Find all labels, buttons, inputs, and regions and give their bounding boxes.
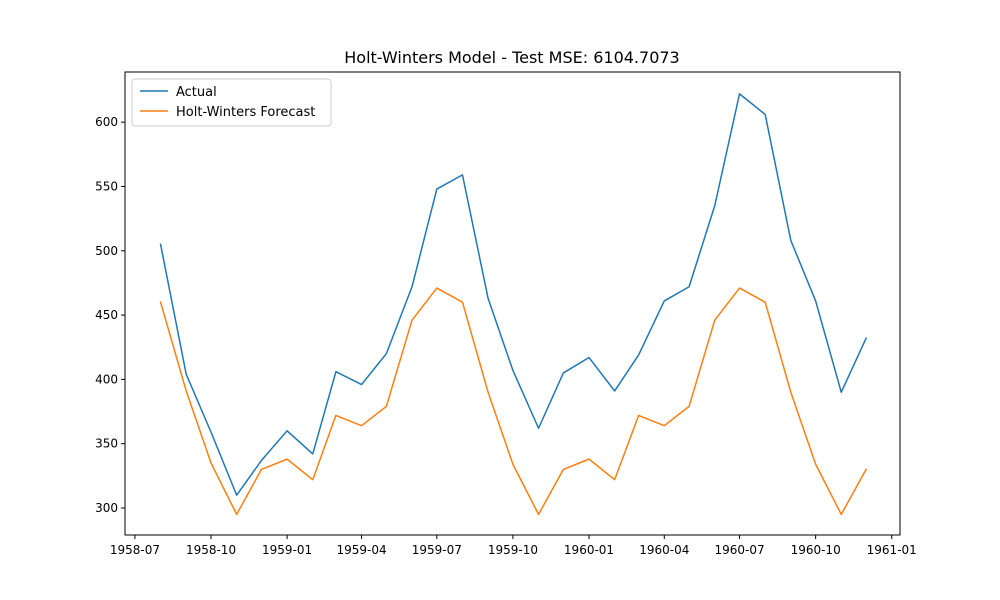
x-tick-label: 1958-10	[186, 543, 236, 557]
plot-frame	[124, 71, 901, 536]
x-tick-label: 1960-10	[791, 543, 841, 557]
y-tick-label: 300	[95, 501, 118, 515]
x-tick-label: 1960-04	[639, 543, 689, 557]
x-tick-label: 1959-07	[412, 543, 462, 557]
y-tick-label: 450	[95, 308, 118, 322]
legend: Actual Holt-Winters Forecast	[131, 78, 332, 127]
y-tick-label: 600	[95, 115, 118, 129]
series-layer	[159, 93, 868, 516]
x-tick-label: 1961-01	[867, 543, 917, 557]
x-axis: 1958-07 1958-10 1959-01 1959-04 1959-07 1959-…	[110, 535, 917, 557]
x-tick-label: 1960-07	[714, 543, 764, 557]
legend-label-actual: Actual	[176, 85, 217, 100]
plot-area	[125, 72, 900, 535]
y-tick-label: 550	[95, 179, 118, 193]
y-tick-label: 500	[95, 244, 118, 258]
legend-label-forecast: Holt-Winters Forecast	[176, 105, 315, 120]
y-axis: 300 350 400 450 500 550 600	[95, 115, 125, 515]
x-tick-label: 1960-01	[564, 543, 614, 557]
series-line-actual	[159, 93, 868, 496]
legend-box	[131, 78, 332, 127]
y-tick-label: 350	[95, 437, 118, 451]
x-tick-label: 1959-04	[336, 543, 386, 557]
y-tick-label: 400	[95, 372, 118, 386]
x-tick-label: 1958-07	[110, 543, 160, 557]
x-tick-label: 1959-01	[262, 543, 312, 557]
chart-title: Holt-Winters Model - Test MSE: 6104.7073	[344, 48, 679, 67]
x-tick-label: 1959-10	[488, 543, 538, 557]
series-line-forecast	[159, 287, 868, 516]
